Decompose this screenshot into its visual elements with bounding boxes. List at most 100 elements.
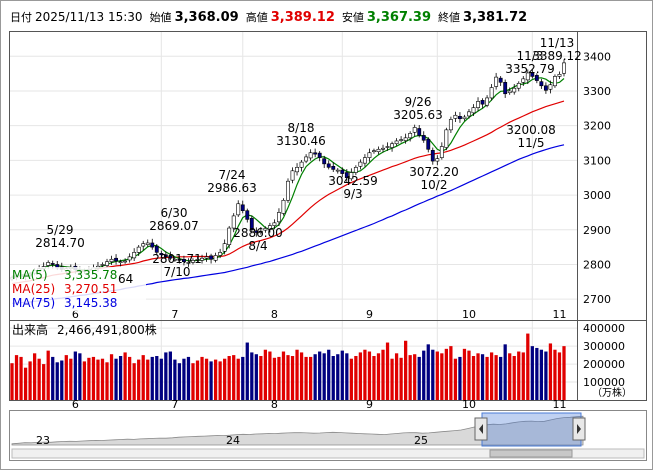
navigator-year-label: 23 (36, 434, 50, 447)
volume-bar (467, 350, 471, 400)
candle-body (204, 256, 209, 259)
candle-body (245, 210, 250, 220)
range-navigator[interactable]: 23 24 25 (11, 412, 645, 459)
volume-bar (46, 350, 50, 400)
candle-body (426, 138, 431, 150)
navigator-frame (9, 410, 647, 461)
candle-body (290, 170, 295, 181)
volume-bar (272, 357, 277, 400)
price-tick-label: 3200 (583, 120, 611, 133)
candle-body (313, 152, 318, 155)
volume-bar (354, 356, 358, 400)
candle-body (286, 180, 290, 201)
volume-bar (128, 356, 132, 400)
volume-bar (96, 359, 100, 400)
candle-body (227, 227, 232, 246)
ma-legend: MA(5) 3,335.78 MA(25) 3,270.51 MA(75) 3,… (10, 267, 146, 311)
volume-bar (19, 356, 23, 400)
volume-bar (78, 353, 82, 400)
navigator-scrollbar-thumb[interactable] (489, 449, 573, 458)
volume-bar (444, 348, 448, 400)
annotation-line1: 11/13 (540, 36, 575, 50)
candle-body (141, 243, 146, 247)
ma25-name: MA(25) (12, 282, 55, 296)
volume-bar (449, 346, 453, 400)
volume-bar (141, 355, 145, 400)
volume-bar (462, 348, 467, 400)
volume-bar (277, 356, 281, 400)
volume-bar (327, 349, 331, 400)
candle-body (471, 107, 476, 114)
ma25-value: 3,270.51 (64, 282, 117, 296)
annotation-line2: 7/10 (164, 265, 191, 279)
annotation-line2: 10/2 (421, 178, 448, 192)
volume-bar (417, 356, 421, 400)
volume-bar (489, 352, 494, 400)
volume-month-label: 11 (552, 398, 566, 411)
volume-title: 出来高 (12, 322, 48, 337)
volume-bar (32, 353, 37, 400)
annotation-line2: 8/4 (248, 239, 267, 253)
candle-body (548, 84, 553, 90)
candle-body (408, 133, 413, 139)
candle-body (258, 230, 263, 233)
left-arrow-icon (479, 424, 483, 434)
volume-bar (51, 356, 55, 400)
annotation-line2: 2814.70 (35, 236, 85, 250)
candle-body (430, 150, 435, 162)
volume-bar (82, 361, 87, 400)
navigator-overview-area (11, 415, 584, 446)
candle-body (236, 203, 241, 216)
volume-bar (286, 355, 290, 400)
volume-x-axis: 6 7 8 9 10 11 (72, 398, 567, 411)
volume-bar (494, 355, 498, 400)
candle-body (254, 230, 259, 233)
candle-body (467, 111, 471, 117)
price-tick-label: 3100 (583, 154, 611, 167)
candle-body (498, 77, 503, 83)
volume-bar (485, 356, 489, 400)
volume-bar (530, 346, 534, 400)
candle-body (367, 152, 372, 158)
volume-bar (331, 356, 335, 400)
volume-month-label: 6 (72, 398, 79, 411)
candle-body (191, 260, 195, 263)
price-tick-label: 3000 (583, 189, 611, 202)
volume-bar (562, 346, 566, 400)
volume-tick-label: 100000 (583, 376, 625, 389)
candle-body (417, 128, 422, 136)
annotation-line1: 3072.20 (409, 165, 459, 179)
candlesticks (10, 59, 566, 282)
volume-bar (308, 356, 313, 400)
volume-bar (557, 352, 562, 400)
volume-bar (209, 361, 213, 400)
annotation-line1: 9/26 (405, 95, 432, 109)
volume-bar (250, 352, 254, 400)
annotation-line1: 3042.59 (328, 174, 378, 188)
candle-body (118, 261, 123, 264)
candle-body (163, 254, 168, 258)
candle-body (150, 242, 155, 248)
candle-body (127, 256, 132, 261)
annotation-line1: 6/30 (161, 206, 188, 220)
volume-bar (508, 353, 512, 400)
volume-panel-frame (9, 320, 647, 401)
volume-bar (60, 360, 64, 400)
volume-bar (195, 360, 200, 400)
volume-bar (394, 353, 399, 400)
annotation-line2: 3205.63 (393, 108, 443, 122)
low-label: 安値 (341, 11, 364, 24)
volume-bar (109, 354, 114, 400)
candle-body (557, 74, 562, 77)
volume-bar (37, 358, 41, 400)
candle-body (277, 212, 281, 223)
volume-bar (164, 352, 168, 400)
candle-body (507, 90, 512, 94)
annotation-line2: 3389.12 (532, 49, 582, 63)
volume-bar (155, 356, 159, 400)
volume-bar (55, 362, 59, 400)
candle-body (304, 156, 309, 162)
volume-bar (535, 347, 539, 400)
